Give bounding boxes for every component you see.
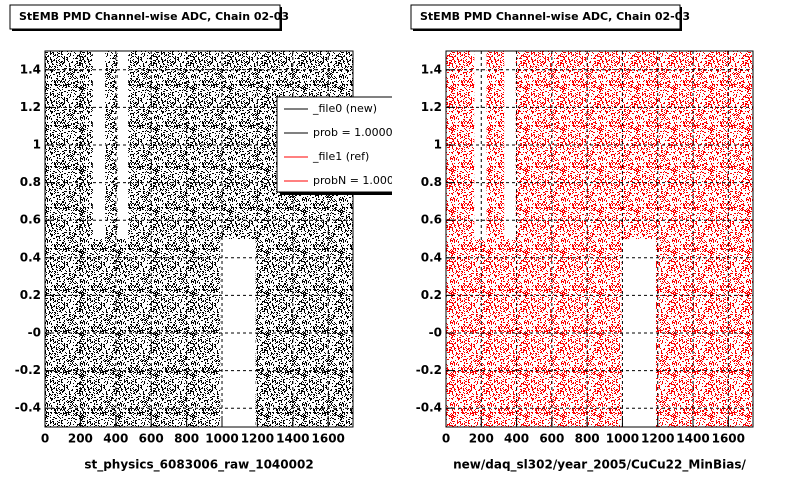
legend-box xyxy=(276,96,392,193)
y-tick-label: 0.2 xyxy=(20,288,41,302)
y-tick-label: 0.6 xyxy=(421,213,442,227)
y-tick-label: -0.4 xyxy=(416,401,442,415)
x-tick-label: 1600 xyxy=(312,432,345,446)
x-tick-label: 600 xyxy=(139,432,164,446)
x-tick-label: 1600 xyxy=(712,432,745,446)
x-tick-label: 200 xyxy=(68,432,93,446)
x-tick-label: 1200 xyxy=(241,432,274,446)
axes-border xyxy=(44,50,354,428)
x-tick-label: 1000 xyxy=(606,432,639,446)
y-tick-label: 1.4 xyxy=(421,62,442,76)
x-tick-label: 200 xyxy=(469,432,494,446)
title-box xyxy=(9,4,281,30)
legend-label: _file1 (ref) xyxy=(312,150,369,163)
x-tick-label: 1400 xyxy=(276,432,309,446)
x-tick-label: 400 xyxy=(103,432,128,446)
y-tick-label: 1.4 xyxy=(20,62,41,76)
chart-title: StEMB PMD Channel-wise ADC, Chain 02-03 xyxy=(19,10,289,23)
x-axis-label: st_physics_6083006_raw_1040002 xyxy=(84,458,313,473)
x-tick-label: 1400 xyxy=(676,432,709,446)
x-tick-label: 400 xyxy=(504,432,529,446)
y-tick-label: 0.4 xyxy=(421,250,442,264)
y-tick-label: 0.4 xyxy=(20,250,41,264)
y-tick-label: 0.8 xyxy=(20,175,41,189)
legend-label: _file0 (new) xyxy=(312,102,377,115)
plot-pad: -0.4 -0.2 -0 0.2 0.4 0.6 0.8 1 1.2 1.4 0 200 400 600 8… xyxy=(9,4,354,473)
y-tick-label: -0.4 xyxy=(15,401,41,415)
y-tick-label: 1.2 xyxy=(20,100,41,114)
y-tick-label: -0.2 xyxy=(15,363,41,377)
x-tick-label: 600 xyxy=(539,432,564,446)
x-tick-label: 0 xyxy=(41,432,49,446)
x-tick-label: 800 xyxy=(575,432,600,446)
y-tick-label: -0.2 xyxy=(416,363,442,377)
legend-label: prob = 1.000000 xyxy=(313,126,407,139)
y-tick-label: 0.2 xyxy=(421,288,442,302)
y-tick-label: 0.8 xyxy=(421,175,442,189)
y-tick-label: 0.6 xyxy=(20,213,41,227)
x-axis-label: new/daq_sl302/year_2005/CuCu22_MinBias/ xyxy=(453,458,746,473)
axes-border xyxy=(445,50,754,428)
y-tick-label: -0 xyxy=(429,326,442,340)
title-box xyxy=(410,4,681,30)
x-tick-label: 1200 xyxy=(641,432,674,446)
y-tick-label: 1 xyxy=(33,138,41,152)
x-tick-label: 1000 xyxy=(205,432,238,446)
plot-pad: -0.4 -0.2 -0 0.2 0.4 0.6 0.8 1 1.2 1.4 0 200 400 600 8… xyxy=(410,4,754,473)
x-tick-label: 800 xyxy=(174,432,199,446)
chart-title: StEMB PMD Channel-wise ADC, Chain 02-03 xyxy=(420,10,690,23)
y-tick-label: 1.2 xyxy=(421,100,442,114)
y-tick-label: -0 xyxy=(28,326,41,340)
y-tick-label: 1 xyxy=(434,138,442,152)
legend: _file0 (new) prob = 1.000000 _file1 (ref) p… xyxy=(276,96,415,195)
legend-label: probN = 1.000000 xyxy=(313,174,415,187)
x-tick-label: 0 xyxy=(442,432,450,446)
